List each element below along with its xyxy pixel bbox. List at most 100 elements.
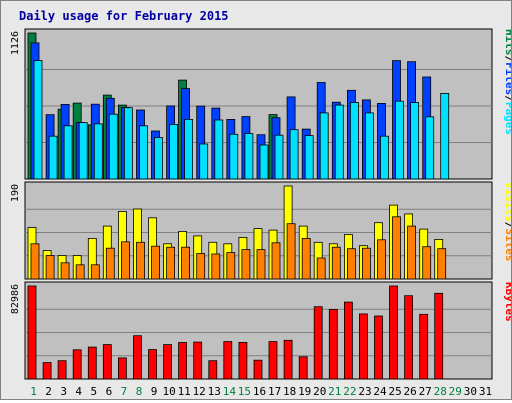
kbytes-panel: 82986 KBytes — [10, 281, 512, 380]
x-tick-label: 17 — [268, 385, 281, 398]
legend-item: Hits — [503, 29, 511, 56]
bar-kbytes-day-14 — [223, 341, 233, 380]
x-tick-label: 16 — [253, 385, 266, 398]
bar-sites-day-2 — [45, 255, 55, 280]
bar-pages-day-18 — [289, 129, 299, 180]
bar-kbytes-day-5 — [87, 346, 97, 380]
bar-kbytes-day-6 — [102, 344, 112, 380]
bar-pages-day-3 — [63, 125, 73, 180]
bar-pages-day-6 — [108, 113, 118, 180]
bar-sites-day-12 — [196, 253, 206, 280]
bar-sites-day-25 — [392, 216, 401, 280]
x-tick-label: 1 — [30, 385, 37, 398]
bar-sites-day-28 — [437, 248, 447, 280]
bar-sites-day-26 — [407, 225, 417, 280]
x-tick-label: 27 — [419, 385, 432, 398]
bar-sites-day-13 — [211, 253, 221, 280]
bar-pages-day-11 — [184, 119, 194, 180]
bar-sites-day-15 — [241, 249, 251, 280]
x-tick-label: 15 — [238, 385, 251, 398]
bar-sites-day-11 — [181, 246, 191, 280]
bar-kbytes-day-11 — [178, 342, 188, 380]
bar-kbytes-day-4 — [72, 349, 82, 380]
bar-kbytes-day-27 — [419, 313, 429, 380]
legend-item: Visits — [503, 182, 511, 222]
bar-pages-day-22 — [349, 102, 359, 180]
x-tick-label: 4 — [75, 385, 82, 398]
bar-sites-day-6 — [105, 247, 115, 280]
bar-kbytes-day-2 — [42, 362, 52, 380]
bar-pages-day-1 — [33, 60, 43, 180]
x-tick-label: 3 — [60, 385, 67, 398]
bar-kbytes-day-26 — [404, 295, 414, 380]
bar-kbytes-day-17 — [268, 341, 278, 380]
x-tick-label: 9 — [151, 385, 158, 398]
bar-pages-day-23 — [364, 112, 374, 180]
x-tick-label: 14 — [223, 385, 237, 398]
bar-sites-day-20 — [316, 257, 326, 280]
legend-item: / — [503, 222, 511, 229]
bar-sites-day-5 — [90, 264, 100, 280]
bar-sites-day-3 — [60, 262, 70, 280]
bar-kbytes-day-1 — [27, 285, 37, 380]
bar-pages-day-24 — [380, 135, 389, 180]
x-tick-label: 12 — [193, 385, 206, 398]
bar-kbytes-day-24 — [374, 315, 383, 380]
x-tick-label: 28 — [434, 385, 447, 398]
y-max-label: 190 — [10, 184, 21, 202]
bar-pages-day-20 — [319, 112, 329, 180]
bar-pages-day-10 — [169, 124, 179, 180]
bar-sites-day-23 — [361, 247, 371, 280]
bar-sites-day-8 — [136, 241, 145, 280]
bar-pages-day-12 — [199, 143, 209, 180]
x-tick-label: 21 — [328, 385, 341, 398]
x-tick-label: 18 — [283, 385, 296, 398]
bar-pages-day-27 — [425, 116, 435, 180]
bar-sites-day-16 — [256, 249, 266, 280]
bar-kbytes-day-22 — [343, 301, 353, 380]
x-tick-label: 24 — [373, 385, 387, 398]
bar-pages-day-9 — [154, 137, 163, 180]
bar-pages-day-21 — [334, 104, 344, 180]
bar-kbytes-day-25 — [389, 285, 398, 380]
legend-item: KBytes — [503, 282, 511, 322]
x-tick-label: 20 — [313, 385, 326, 398]
bar-pages-day-26 — [410, 102, 420, 180]
x-tick-label: 19 — [298, 385, 311, 398]
x-tick-label: 23 — [358, 385, 371, 398]
bar-pages-day-13 — [214, 119, 224, 180]
x-tick-label: 29 — [449, 385, 462, 398]
bar-sites-day-10 — [166, 246, 176, 280]
bar-pages-day-25 — [395, 100, 404, 180]
bar-sites-day-22 — [346, 248, 356, 280]
legend-item: Files — [503, 62, 511, 95]
x-tick-label: 13 — [208, 385, 221, 398]
bar-sites-day-24 — [377, 239, 386, 280]
bar-sites-day-18 — [286, 223, 296, 280]
x-tick-label: 10 — [162, 385, 175, 398]
chart-title: Daily usage for February 2015 — [19, 9, 229, 23]
bar-pages-day-4 — [78, 122, 88, 180]
x-tick-label: 25 — [388, 385, 401, 398]
bar-kbytes-day-21 — [328, 308, 338, 380]
bar-pages-day-15 — [244, 133, 254, 180]
bar-kbytes-day-18 — [283, 339, 293, 380]
y-max-label: 1126 — [10, 31, 21, 55]
bar-pages-day-28 — [440, 93, 450, 180]
bar-kbytes-day-9 — [148, 349, 157, 380]
x-tick-label: 30 — [464, 385, 477, 398]
bar-kbytes-day-3 — [57, 360, 67, 380]
bar-kbytes-day-20 — [313, 306, 323, 380]
bar-sites-day-27 — [422, 246, 432, 280]
x-tick-label: 31 — [479, 385, 492, 398]
x-tick-label: 22 — [343, 385, 356, 398]
bar-kbytes-day-13 — [208, 360, 218, 380]
bar-sites-day-9 — [151, 245, 160, 280]
x-tick-label: 5 — [90, 385, 97, 398]
legend: KBytes — [503, 282, 511, 322]
x-tick-label: 26 — [403, 385, 416, 398]
bar-sites-day-21 — [331, 246, 341, 280]
bar-pages-day-8 — [139, 125, 148, 180]
